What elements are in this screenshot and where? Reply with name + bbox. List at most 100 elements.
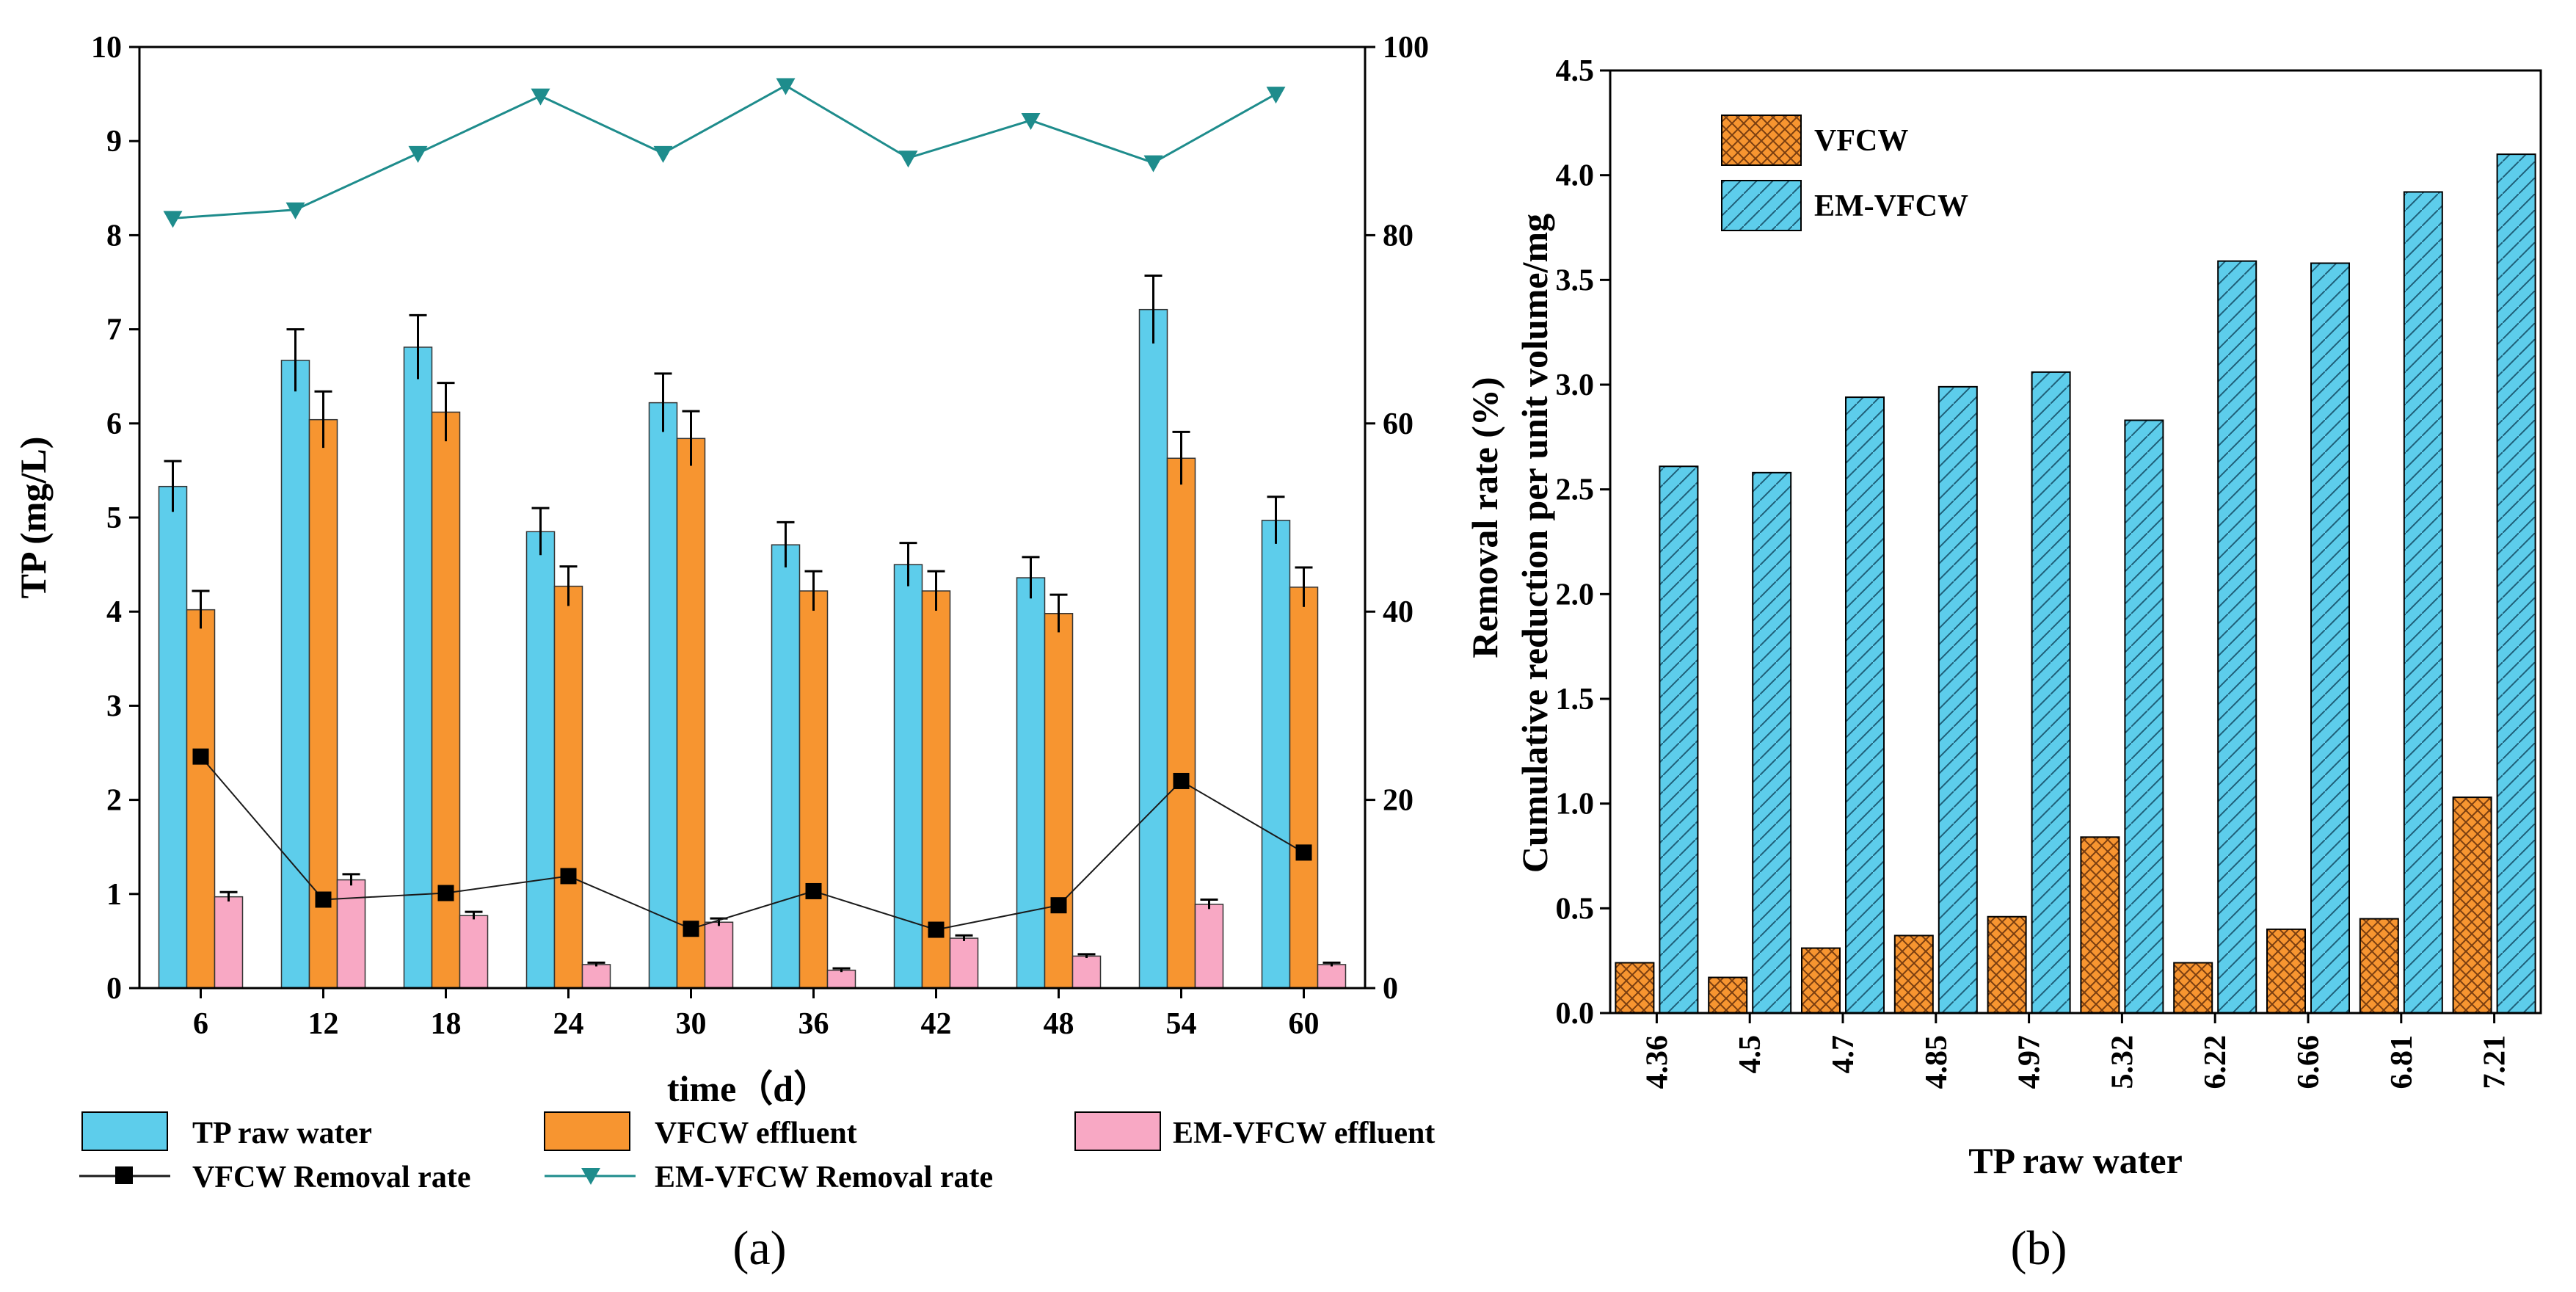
a-bar-0-12	[280, 360, 310, 989]
a-bar-0-6	[158, 485, 188, 989]
a-marker-em-vfcw-removal-48	[1021, 112, 1041, 130]
a-y2-axis: 0 20 40 60 80 100	[1365, 31, 1429, 1006]
b-bar-em-vfcw-5.32	[2124, 419, 2164, 1014]
a-marker-vfcw-removal-54	[1173, 772, 1190, 789]
b-xlabel: TP raw water	[1968, 1140, 2183, 1181]
b-bar-vfcw-7.21	[2452, 796, 2492, 1015]
b-ylabel: Cumulative reduction per unit volume/mg	[1514, 214, 1555, 873]
a-marker-vfcw-removal-60	[1295, 844, 1312, 861]
b-bars	[1615, 153, 2536, 1015]
a-bar-2-36	[826, 969, 856, 989]
b-ytick-label: 0.5	[1556, 892, 1595, 926]
b-bar-em-vfcw-4.85	[1938, 385, 1978, 1014]
a-legend: TP raw water VFCW effluent EM-VFCW efflu…	[79, 1111, 1435, 1194]
b-bar-vfcw-4.5	[1708, 976, 1748, 1014]
a-y2tick-label: 80	[1383, 219, 1413, 253]
b-xtick-label: 4.36	[1640, 1035, 1674, 1089]
a-bar-1-24	[553, 585, 583, 989]
a-ytick-label: 4	[106, 595, 122, 629]
a-bar-1-30	[676, 438, 706, 989]
legend-label-vfcw-removal: VFCW Removal rate	[192, 1161, 470, 1194]
b-ytick-label: 1.5	[1556, 683, 1595, 716]
a-bar-0-30	[648, 402, 678, 989]
b-bar-em-vfcw-6.22	[2217, 260, 2257, 1014]
a-bar-2-54	[1194, 904, 1224, 989]
b-bar-em-vfcw-6.66	[2310, 262, 2350, 1014]
a-marker-vfcw-removal-42	[928, 921, 945, 938]
a-bar-1-36	[798, 590, 829, 989]
legend-label-em-vfcw: EM-VFCW	[1814, 189, 1968, 223]
a-xtick-label: 30	[676, 1007, 707, 1041]
b-bar-vfcw-5.32	[2080, 836, 2120, 1014]
b-bar-vfcw-6.22	[2173, 962, 2213, 1015]
a-bar-2-30	[704, 921, 734, 989]
a-y2tick-label: 100	[1383, 31, 1429, 65]
b-bar-vfcw-6.66	[2266, 928, 2306, 1015]
panel-label-b: (b)	[2011, 1222, 2067, 1275]
panel-label-a: (a)	[732, 1222, 786, 1275]
a-marker-em-vfcw-removal-60	[1266, 87, 1286, 104]
b-xtick-label: 4.7	[1827, 1035, 1860, 1074]
b-xtick-label: 7.21	[2478, 1035, 2512, 1089]
legend-marker-em-vfcw-removal	[581, 1168, 600, 1185]
b-bar-vfcw-4.7	[1801, 947, 1841, 1014]
a-bar-1-48	[1044, 613, 1074, 989]
a-bar-1-18	[431, 411, 461, 989]
a-xtick-label: 18	[431, 1007, 462, 1041]
a-y2tick-label: 60	[1383, 407, 1413, 441]
a-xtick-label: 54	[1166, 1007, 1197, 1041]
a-bar-0-18	[403, 346, 433, 989]
a-bar-1-54	[1166, 457, 1196, 989]
b-bar-em-vfcw-6.81	[2403, 191, 2443, 1015]
b-bar-em-vfcw-4.97	[2031, 371, 2071, 1014]
b-legend: VFCW EM-VFCW	[1721, 115, 1968, 231]
a-xlabel: time（d）	[667, 1068, 830, 1109]
b-x-axis: 4.36 4.5 4.7 4.85 4.97 5.32 6.22 6.66 6.81 7.21	[1640, 1013, 2512, 1089]
b-ytick-label: 4.0	[1556, 159, 1595, 193]
a-bar-0-36	[771, 544, 801, 989]
a-marker-em-vfcw-removal-24	[531, 88, 550, 106]
a-ytick-label: 2	[106, 784, 122, 818]
b-bar-vfcw-4.85	[1893, 934, 1934, 1014]
b-bar-vfcw-6.81	[2359, 918, 2399, 1014]
a-ytick-label: 3	[106, 689, 122, 723]
a-xtick-label: 24	[553, 1007, 584, 1041]
b-xtick-label: 4.85	[1920, 1035, 1954, 1089]
legend-label-tp-raw: TP raw water	[192, 1117, 372, 1150]
b-ytick-label: 3.5	[1556, 264, 1595, 297]
a-marker-em-vfcw-removal-54	[1143, 155, 1163, 173]
a-marker-em-vfcw-removal-30	[653, 145, 673, 163]
a-bar-0-48	[1016, 577, 1046, 989]
legend-marker-vfcw-removal	[115, 1166, 133, 1184]
a-ytick-label: 8	[106, 219, 122, 253]
a-bar-2-42	[949, 937, 979, 989]
b-xtick-label: 5.32	[2106, 1035, 2139, 1089]
b-ytick-label: 3.0	[1556, 369, 1595, 402]
a-bar-0-24	[525, 531, 556, 989]
a-y2tick-label: 40	[1383, 595, 1413, 629]
chart-b: 0.00.51.01.52.02.53.03.54.04.5 4.36 4.5 4.…	[1514, 54, 2542, 1275]
a-xtick-label: 48	[1044, 1007, 1074, 1041]
a-xtick-label: 12	[308, 1007, 339, 1041]
a-bar-2-24	[581, 964, 611, 989]
a-xtick-label: 60	[1289, 1007, 1320, 1041]
b-xtick-label: 6.22	[2199, 1035, 2233, 1089]
a-bar-2-48	[1071, 955, 1102, 989]
a-ytick-label: 7	[106, 313, 122, 347]
a-bars	[158, 275, 1347, 989]
a-ytick-label: 1	[106, 878, 122, 912]
a-ytick-label: 10	[91, 31, 122, 65]
a-marker-vfcw-removal-12	[315, 891, 332, 908]
legend-label-em-vfcw-effluent: EM-VFCW effluent	[1173, 1117, 1435, 1150]
a-bar-0-60	[1261, 520, 1291, 989]
a-marker-vfcw-removal-36	[805, 882, 822, 899]
a-bar-2-18	[459, 915, 489, 989]
legend-swatch-em-vfcw-effluent	[1074, 1111, 1161, 1151]
a-x-axis: 6 12 18 24 30 36 42 48 54 60	[193, 988, 1320, 1041]
legend-label-vfcw: VFCW	[1814, 124, 1908, 158]
a-marker-vfcw-removal-30	[683, 921, 699, 937]
b-ytick-label: 1.0	[1556, 788, 1595, 821]
b-ytick-label: 0.0	[1556, 997, 1595, 1031]
b-xtick-label: 4.5	[1733, 1035, 1767, 1074]
